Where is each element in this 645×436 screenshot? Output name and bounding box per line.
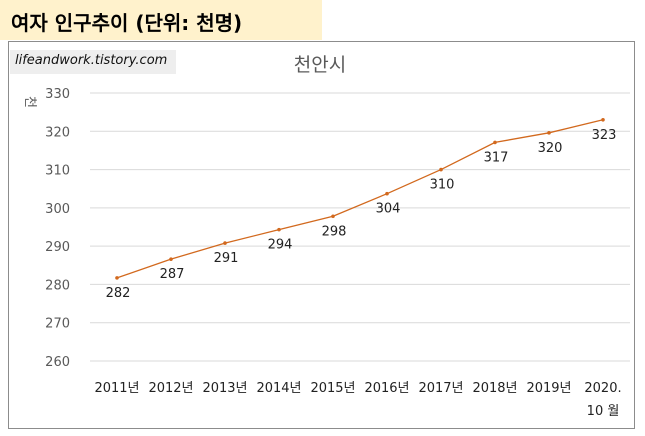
x-tick-label: 2018년 <box>472 381 517 396</box>
data-point <box>115 276 119 280</box>
data-label: 317 <box>484 150 509 165</box>
x-tick-label: 2015년 <box>310 381 355 396</box>
x-tick-label: 2014년 <box>256 381 301 396</box>
watermark: lifeandwork.tistory.com <box>10 50 176 74</box>
data-point <box>385 191 389 196</box>
data-label: 294 <box>268 238 293 253</box>
data-label: 282 <box>106 286 131 301</box>
chart-title: 천안시 <box>294 54 346 76</box>
x-tick-label: 2020. <box>584 381 621 396</box>
y-tick-label: 310 <box>45 164 70 179</box>
x-tick-label: 2019년 <box>526 381 571 396</box>
y-tick-label: 260 <box>45 355 70 370</box>
data-point <box>493 140 497 145</box>
data-point <box>331 214 335 219</box>
data-label: 320 <box>538 141 563 156</box>
watermark-text: lifeandwork.tistory.com <box>15 53 168 68</box>
chart-area <box>8 41 635 429</box>
x-tick-label: 10 월 <box>587 404 620 419</box>
data-point <box>439 167 443 172</box>
data-point <box>601 118 605 122</box>
y-tick-label: 280 <box>45 278 70 293</box>
data-label: 304 <box>376 202 401 217</box>
series-line <box>116 119 604 279</box>
data-label: 310 <box>430 178 455 193</box>
data-label: 287 <box>160 267 185 282</box>
data-label: 298 <box>322 224 347 239</box>
header-band: 여자 인구추이 (단위: 천명) <box>0 0 322 40</box>
x-tick-label: 2011년 <box>94 381 139 396</box>
x-tick-label: 2013년 <box>202 381 247 396</box>
y-tick-label: 330 <box>45 87 70 102</box>
data-point <box>547 131 551 135</box>
y-tick-label: 290 <box>45 240 70 255</box>
data-point <box>277 227 281 232</box>
page-title: 여자 인구추이 (단위: 천명) <box>11 11 243 35</box>
data-point <box>169 257 173 261</box>
y-tick-label: 320 <box>45 125 70 140</box>
y-axis-label: 천 <box>22 96 37 108</box>
data-label: 323 <box>592 128 617 143</box>
x-tick-label: 2012년 <box>148 381 193 396</box>
y-tick-label: 300 <box>45 202 70 217</box>
x-tick-label: 2017년 <box>418 381 463 396</box>
y-tick-label: 270 <box>45 317 70 332</box>
x-tick-label: 2016년 <box>364 381 409 396</box>
data-label: 291 <box>214 251 239 266</box>
data-point <box>223 241 227 245</box>
